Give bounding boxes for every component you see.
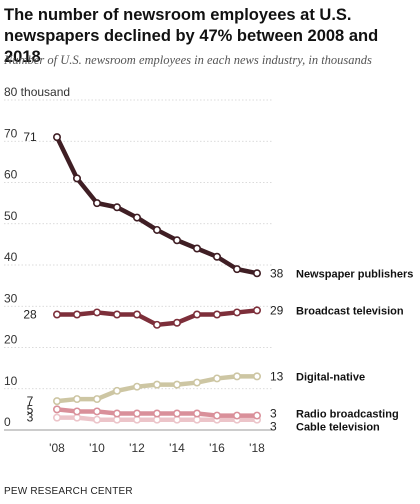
data-point — [213, 411, 222, 420]
series-end-label: 13 — [270, 369, 284, 383]
y-tick-label: 10 — [4, 374, 18, 388]
data-point — [253, 411, 262, 420]
data-point — [93, 308, 102, 317]
data-point — [153, 409, 162, 418]
data-point — [193, 310, 202, 319]
series-name-label: Newspaper publishers — [296, 268, 413, 280]
x-tick-label: '10 — [89, 441, 105, 455]
y-tick-label: 40 — [4, 250, 18, 264]
series-start-label: 28 — [23, 308, 37, 322]
y-tick-label: 30 — [4, 291, 18, 305]
data-point — [213, 252, 222, 261]
data-point — [213, 310, 222, 319]
series-name-label: Cable television — [296, 422, 380, 434]
series-start-label: 5 — [27, 402, 34, 416]
series-name-label: Broadcast television — [296, 305, 404, 317]
y-tick-label: 50 — [4, 209, 18, 223]
data-point — [52, 413, 61, 422]
data-point — [93, 395, 102, 404]
y-tick-label: 20 — [4, 333, 18, 347]
data-point — [153, 320, 162, 329]
data-point — [253, 306, 262, 315]
data-point — [73, 174, 82, 183]
data-point — [173, 380, 182, 389]
x-axis-ticks: '08 '10 '12 '14 '16 '18 — [49, 441, 265, 455]
data-point — [73, 310, 82, 319]
data-point — [113, 310, 122, 319]
data-point — [193, 244, 202, 253]
data-point — [233, 411, 242, 420]
x-tick-label: '14 — [169, 441, 185, 455]
data-point — [113, 409, 122, 418]
series-end-label: 3 — [270, 407, 277, 421]
data-point — [133, 409, 142, 418]
series-end-label: 38 — [270, 266, 284, 280]
data-point — [52, 310, 61, 319]
data-point — [93, 199, 102, 208]
data-point — [173, 409, 182, 418]
data-point — [52, 133, 61, 142]
data-point — [133, 382, 142, 391]
data-point — [73, 395, 82, 404]
series-name-label: Radio broadcasting — [296, 409, 399, 421]
x-tick-label: '12 — [129, 441, 145, 455]
data-point — [213, 374, 222, 383]
series-labels: 71 38 Newspaper publishers 28 29 Broadcast te… — [23, 130, 413, 434]
source-note: PEW RESEARCH CENTER — [4, 486, 133, 497]
chart-title: The number of newsroom employees at U.S.… — [4, 6, 379, 66]
x-tick-label: '18 — [249, 441, 265, 455]
y-tick-label: 70 — [4, 126, 18, 140]
x-tick-label: '08 — [49, 441, 65, 455]
data-point — [93, 407, 102, 416]
series-name-label: Digital-native — [296, 371, 365, 383]
data-point — [193, 378, 202, 387]
data-point — [233, 265, 242, 274]
series-end-label: 29 — [270, 303, 284, 317]
data-point — [233, 308, 242, 317]
data-point — [153, 380, 162, 389]
y-tick-label: 60 — [4, 168, 18, 182]
y-tick-label: 0 — [4, 415, 11, 429]
data-point — [253, 372, 262, 381]
series-start-label: 3 — [27, 411, 34, 425]
data-point — [153, 225, 162, 234]
data-point — [52, 405, 61, 414]
y-top-label: 80 thousand — [4, 85, 70, 99]
series-line — [54, 374, 260, 404]
series-start-label: 71 — [23, 130, 37, 144]
data-point — [173, 236, 182, 245]
data-point — [253, 269, 262, 278]
series-lines — [52, 133, 262, 424]
series-line — [54, 134, 260, 276]
chart-subtitle: Number of U.S. newsroom employees in eac… — [4, 53, 372, 67]
data-point — [133, 310, 142, 319]
data-point — [73, 407, 82, 416]
data-point — [113, 203, 122, 212]
data-point — [93, 415, 102, 424]
data-point — [113, 386, 122, 395]
data-point — [233, 372, 242, 381]
series-start-label: 7 — [27, 394, 34, 408]
data-point — [52, 397, 61, 406]
y-axis-ticks: 0 10 20 30 40 50 60 70 80 thousand — [4, 85, 70, 429]
data-point — [173, 318, 182, 327]
data-point — [193, 409, 202, 418]
series-end-label: 3 — [270, 420, 277, 434]
x-tick-label: '16 — [209, 441, 225, 455]
data-point — [133, 213, 142, 222]
